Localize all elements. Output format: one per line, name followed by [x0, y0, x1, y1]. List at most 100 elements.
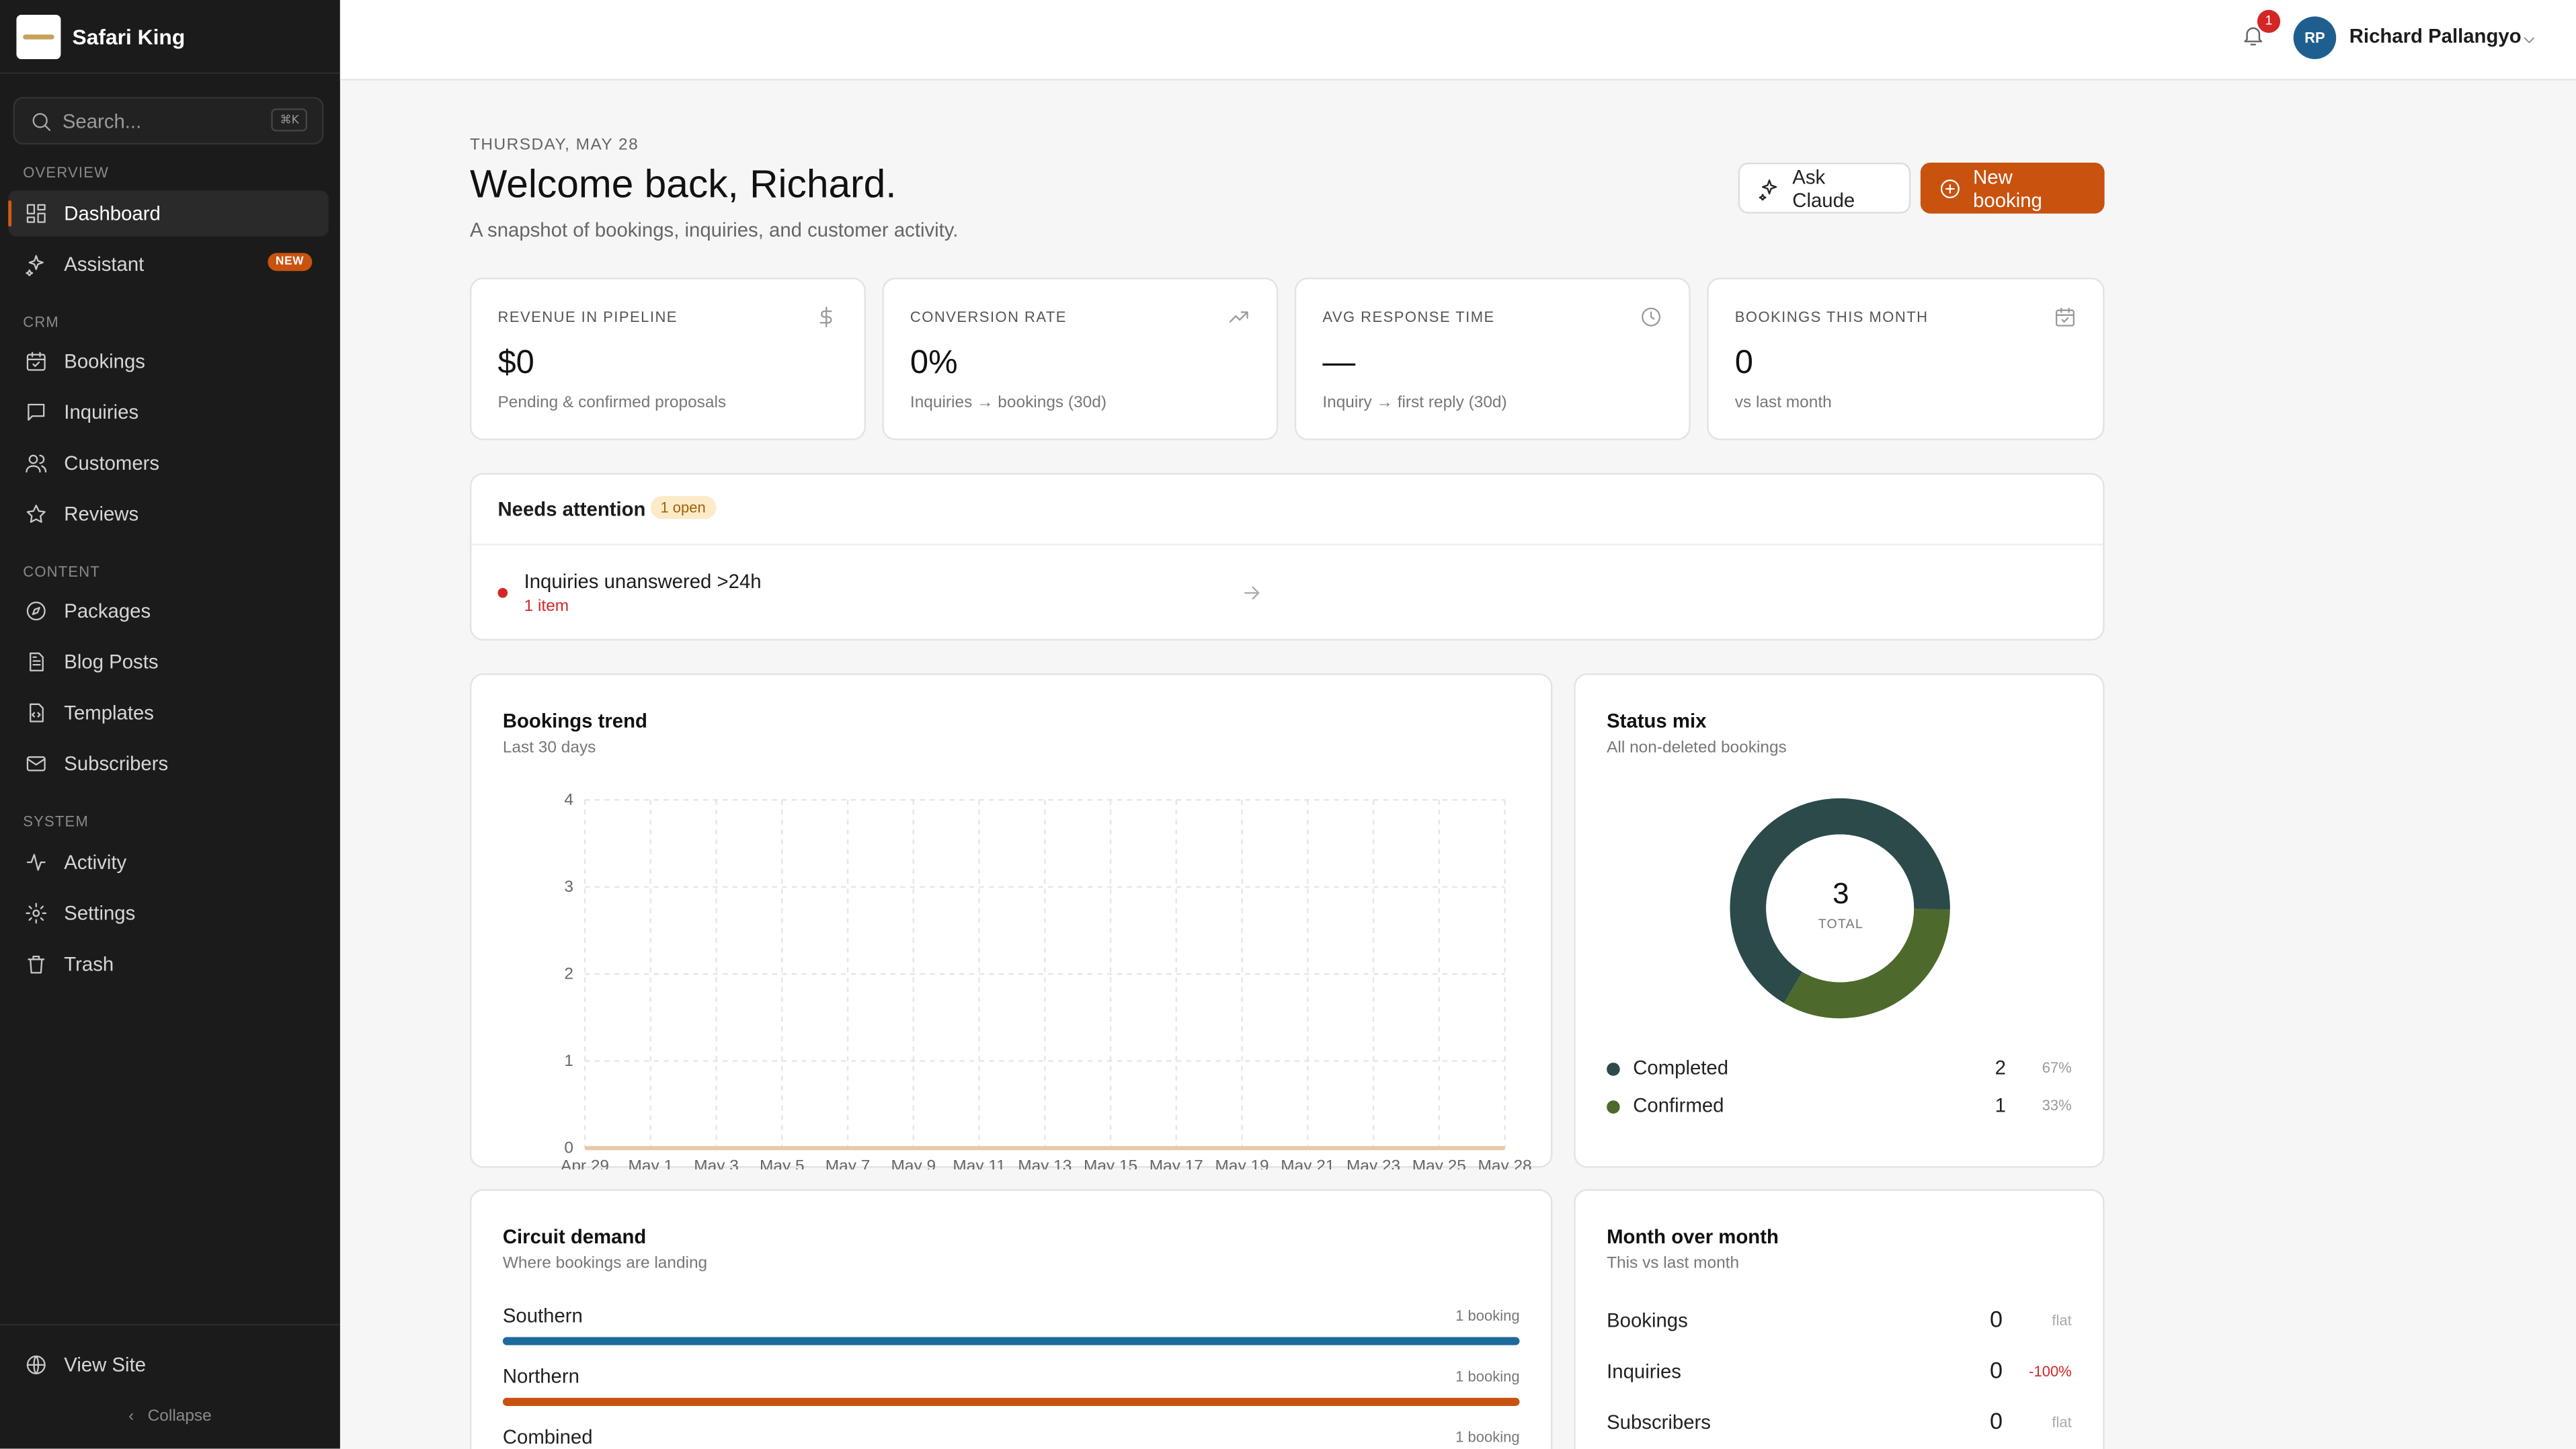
x-tick-label: May 11: [953, 1157, 1005, 1169]
mom-row: Bookings 0 flat: [1607, 1306, 2072, 1335]
x-tick-label: May 28: [1478, 1157, 1532, 1169]
sidebar-item-reviews[interactable]: Reviews: [8, 491, 329, 537]
card-subtitle: Last 30 days: [502, 739, 596, 757]
x-tick-label: May 3: [694, 1157, 739, 1169]
star-icon: [26, 504, 46, 523]
sidebar-item-settings[interactable]: Settings: [8, 891, 329, 936]
card-subtitle: This vs last month: [1607, 1255, 1740, 1274]
month-over-month-card: Month over month This vs last month Book…: [1574, 1189, 2105, 1449]
x-tick-label: May 5: [760, 1157, 805, 1169]
chevron-left-icon: ‹: [128, 1407, 134, 1426]
section-system: SYSTEM: [23, 813, 89, 830]
mom-row: Inquiries 0 -100%: [1607, 1357, 2072, 1386]
sidebar-item-inquiries[interactable]: Inquiries: [8, 389, 329, 435]
compass-icon: [26, 602, 46, 621]
legend-label: Completed: [1633, 1056, 1729, 1079]
message-icon: [28, 403, 45, 421]
donut-slice: [1783, 908, 1950, 1019]
sparkle-icon: [1759, 178, 1777, 200]
sidebar-item-subscribers[interactable]: Subscribers: [8, 741, 329, 786]
kpi-card-bookings-month: BOOKINGS THIS MONTH 0 vs last month: [1707, 278, 2105, 440]
view-site-link[interactable]: View Site: [8, 1342, 329, 1388]
y-tick-label: 3: [564, 878, 573, 896]
calendar-check-icon: [26, 351, 46, 371]
x-tick-label: May 21: [1281, 1157, 1334, 1169]
circuit-name: Combined: [502, 1425, 593, 1449]
circuit-bar-fill: [502, 1397, 1520, 1406]
calendar-icon: [2055, 307, 2075, 327]
dollar-icon: [819, 306, 832, 328]
divider: [471, 543, 2103, 546]
document-icon: [30, 652, 44, 671]
mom-row: Subscribers 0 flat: [1607, 1407, 2072, 1437]
sidebar-item-bookings[interactable]: Bookings: [8, 338, 329, 384]
bell-icon: [2244, 27, 2263, 46]
gear-icon: [26, 903, 47, 924]
sidebar-item-dashboard[interactable]: Dashboard: [8, 190, 329, 237]
sidebar-item-assistant[interactable]: Assistant NEW: [8, 241, 329, 287]
sidebar-item-activity[interactable]: Activity: [8, 839, 329, 885]
user-menu-toggle[interactable]: [2520, 28, 2538, 58]
x-tick-label: May 23: [1346, 1157, 1400, 1169]
collapse-button[interactable]: ‹ Collapse: [0, 1407, 340, 1425]
section-overview: OVERVIEW: [23, 164, 110, 181]
mom-delta: flat: [2052, 1312, 2072, 1329]
sidebar-item-label: Subscribers: [64, 752, 169, 776]
status-mix-donut: [1730, 798, 1950, 1019]
avatar[interactable]: RP: [2293, 16, 2337, 59]
bookings-trend-chart: 0 1 2 3 4 Apr 29 May 1 May 3 May 5 May 7 May 9 May …: [561, 791, 1532, 1170]
sidebar-item-packages[interactable]: Packages: [8, 588, 329, 634]
clock-icon: [1642, 307, 1661, 327]
kpi-label: BOOKINGS THIS MONTH: [1734, 308, 1929, 325]
circuit-count: 1 booking: [1455, 1429, 1520, 1446]
sidebar-item-label: Dashboard: [64, 202, 161, 225]
mom-label: Bookings: [1607, 1309, 1688, 1332]
circuit-count: 1 booking: [1455, 1307, 1520, 1324]
circuit-bar-track: [502, 1337, 1520, 1346]
topbar: 1 RP Richard Pallangyo: [339, 0, 2576, 81]
sidebar-item-blog-posts[interactable]: Blog Posts: [8, 639, 329, 685]
kpi-card-conversion: CONVERSION RATE 0% Inquiries → bookings …: [882, 278, 1279, 440]
legend-label: Confirmed: [1633, 1093, 1724, 1117]
page-title: Welcome back, Richard.: [469, 162, 897, 207]
search-shortcut: ⌘K: [272, 108, 308, 132]
new-booking-label: New booking: [1973, 165, 2042, 212]
status-mix-card: Status mix All non-deleted bookings 3 TO…: [1574, 673, 2105, 1168]
user-name[interactable]: Richard Pallangyo: [2349, 24, 2522, 48]
ask-claude-button[interactable]: Ask Claude: [1738, 162, 1911, 214]
mom-label: Subscribers: [1607, 1411, 1711, 1434]
x-tick-label: May 25: [1412, 1157, 1466, 1169]
brand[interactable]: Safari King: [0, 0, 340, 74]
sidebar-item-label: Inquiries: [64, 401, 139, 424]
search-input[interactable]: Search... ⌘K: [13, 97, 324, 145]
notifications-button[interactable]: [2241, 23, 2265, 56]
bookings-trend-card: Bookings trend Last 30 days 0 1 2 3 4 Apr 29 M…: [469, 673, 1553, 1170]
legend-swatch: [1607, 1063, 1620, 1076]
sidebar-item-customers[interactable]: Customers: [8, 440, 329, 486]
brand-logo: [16, 13, 61, 58]
x-tick-label: May 19: [1215, 1157, 1269, 1169]
mom-delta: flat: [2052, 1414, 2072, 1431]
current-date: THURSDAY, MAY 28: [469, 136, 639, 155]
section-crm: CRM: [23, 313, 59, 331]
sidebar: Safari King Search... ⌘K OVERVIEW Dashbo…: [0, 0, 340, 1449]
sidebar-item-label: Packages: [64, 599, 151, 623]
sidebar-footer: View Site ‹ Collapse: [0, 1323, 340, 1449]
sidebar-item-label: Reviews: [64, 502, 139, 526]
legend-value: 1: [1995, 1093, 2006, 1117]
donut-slice: [1730, 798, 1950, 1003]
circuit-bar-fill: [502, 1337, 1520, 1346]
section-content: CONTENT: [23, 563, 101, 580]
sidebar-item-templates[interactable]: Templates: [8, 690, 329, 735]
new-booking-button[interactable]: New booking: [1920, 162, 2105, 214]
globe-icon: [26, 1355, 46, 1374]
sidebar-item-label: Templates: [64, 701, 154, 724]
legend-value: 2: [1995, 1056, 2006, 1079]
sidebar-item-trash[interactable]: Trash: [8, 941, 329, 987]
legend-row: Confirmed 1 33%: [1607, 1094, 2072, 1120]
notification-count: 1: [2257, 9, 2281, 33]
x-tick-label: May 15: [1084, 1157, 1137, 1169]
open-count-badge: 1 open: [650, 496, 716, 520]
x-tick-label: May 9: [891, 1157, 936, 1169]
arrow-right-icon: [1244, 586, 1260, 599]
